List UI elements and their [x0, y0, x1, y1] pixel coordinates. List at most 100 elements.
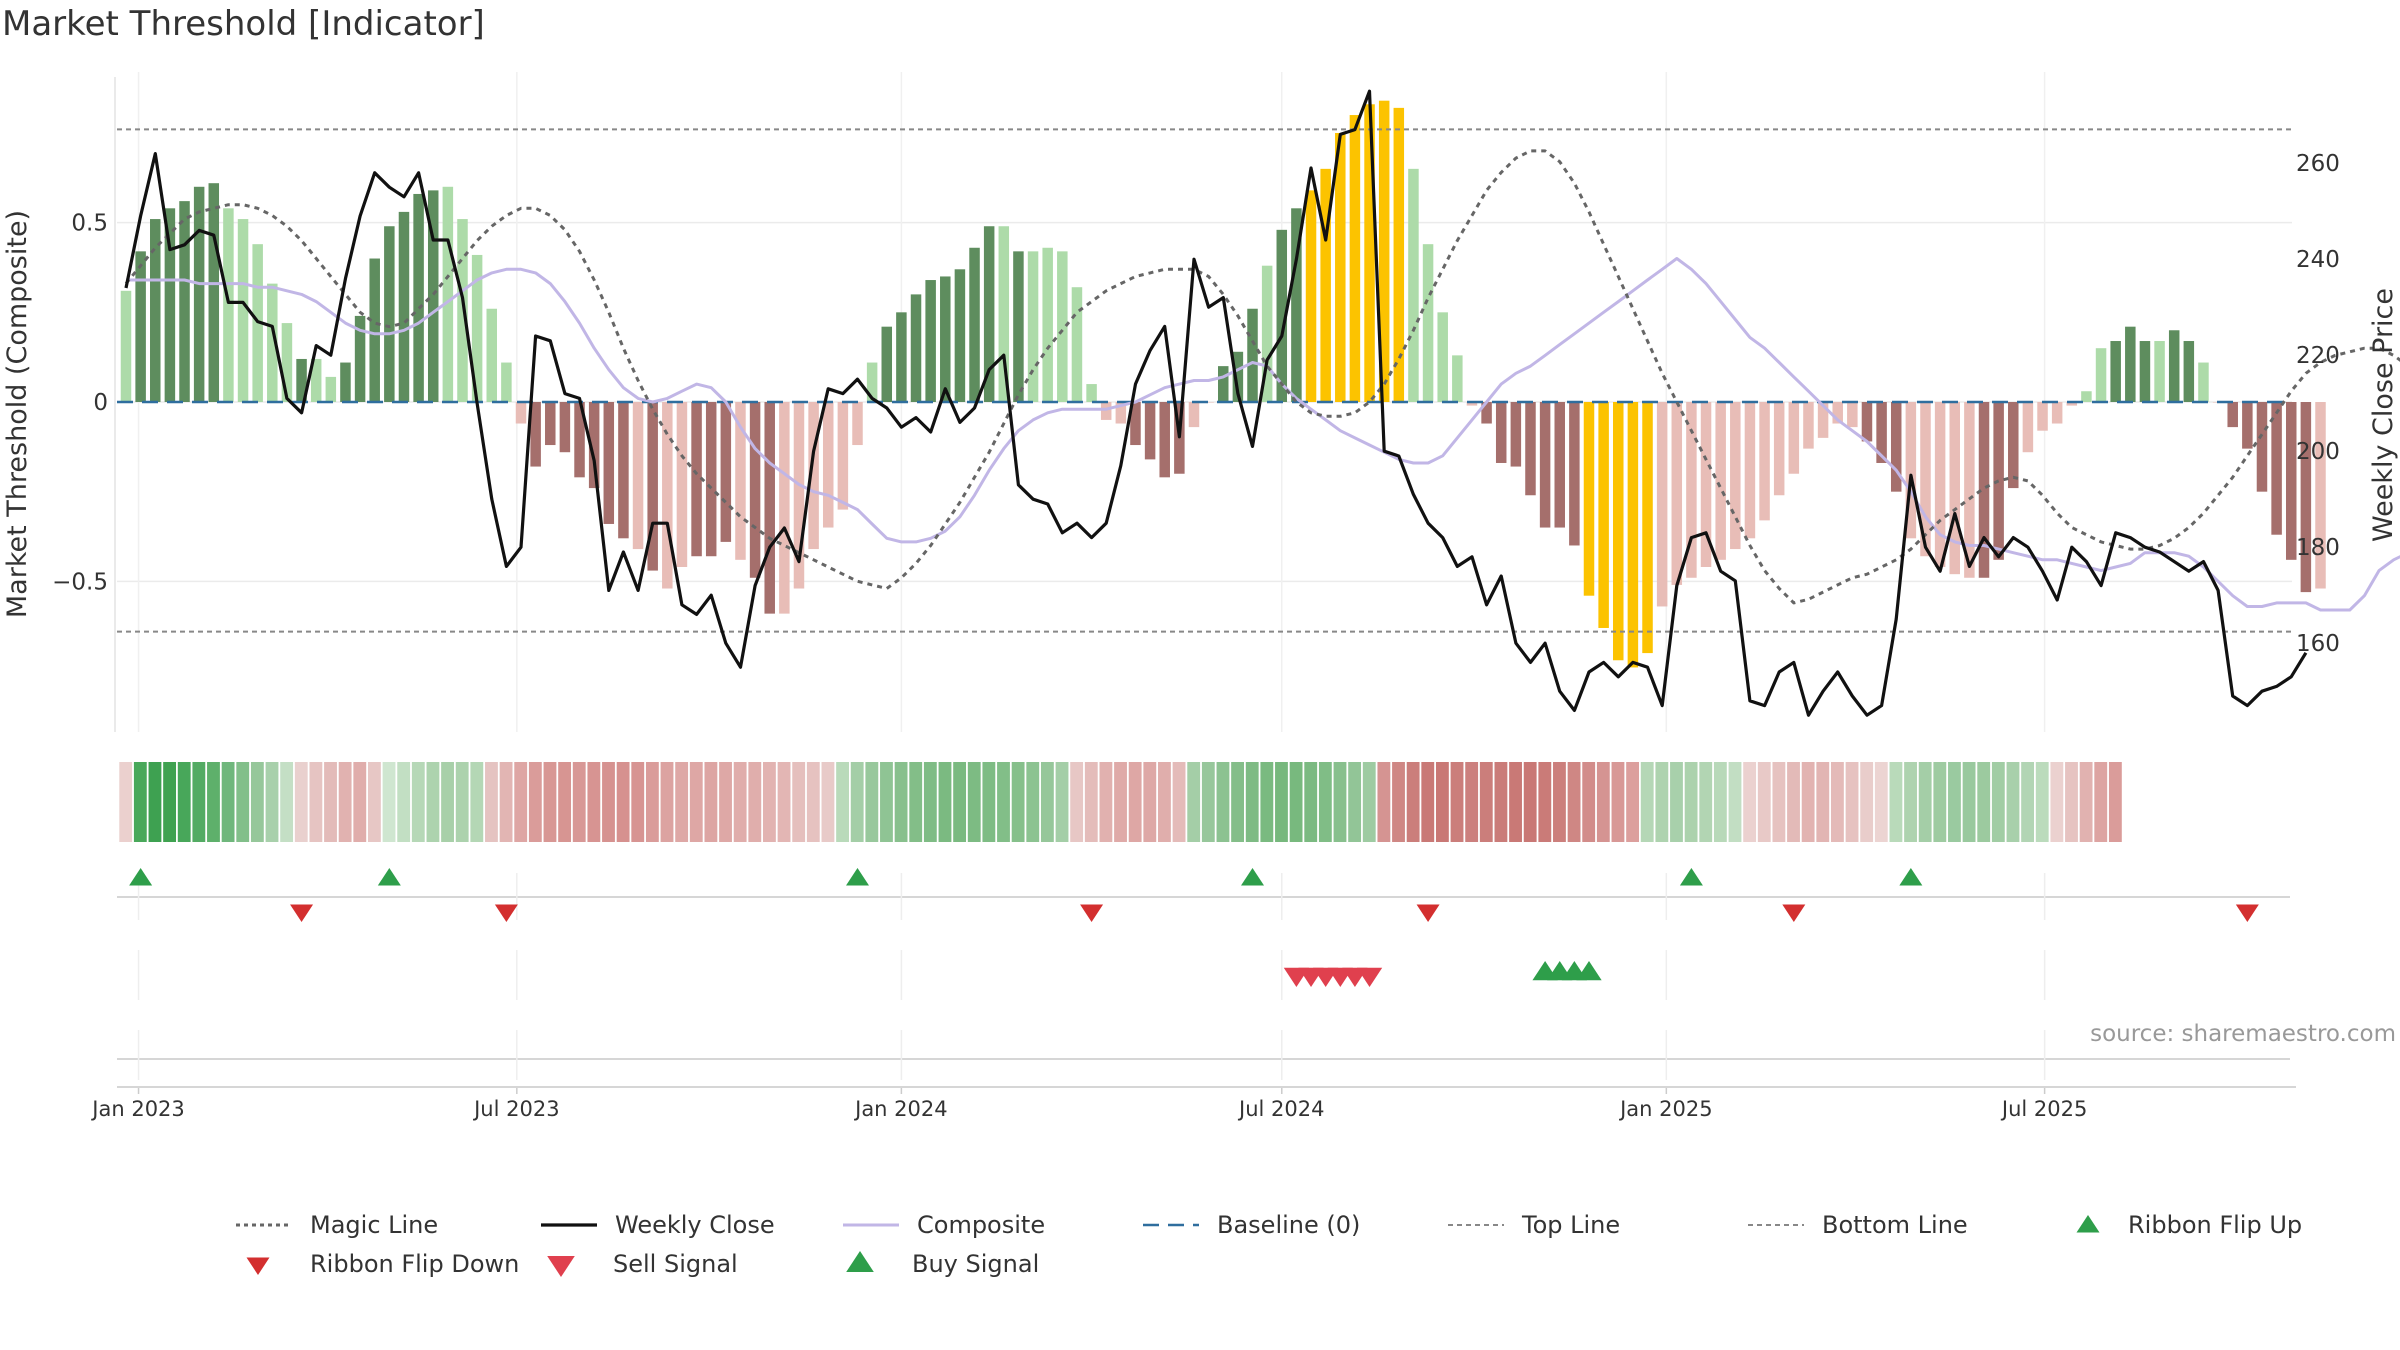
composite-bar — [1218, 366, 1229, 402]
chart-title: Market Threshold [Indicator] — [2, 4, 485, 44]
composite-bar — [998, 226, 1010, 402]
ribbon-cell — [1070, 762, 1084, 842]
composite-bar — [2183, 341, 2195, 402]
composite-bar — [1525, 402, 1536, 496]
composite-bar — [1422, 244, 1434, 402]
ribbon-flip-down-marker — [1080, 904, 1104, 922]
ribbon-cell — [982, 762, 996, 842]
ribbon-cell — [250, 762, 264, 842]
sell-signal-marker — [1356, 967, 1383, 987]
left-tick-label: 0 — [93, 390, 108, 416]
ribbon-cell — [1816, 762, 1830, 842]
ribbon-cell — [1523, 762, 1537, 842]
composite-bar — [545, 402, 556, 446]
composite-bar — [1686, 402, 1697, 578]
composite-bar — [779, 402, 790, 614]
composite-bar — [618, 402, 629, 539]
composite-bar — [2095, 348, 2107, 402]
composite-bar — [896, 312, 907, 402]
legend-item-buy: Buy Signal — [846, 1250, 1039, 1278]
composite-bar — [603, 402, 615, 524]
right-tick-label: 220 — [2296, 343, 2340, 369]
composite-bar — [398, 211, 410, 402]
composite-bar — [925, 280, 936, 402]
ribbon-cell — [1465, 762, 1479, 842]
ribbon-cell — [441, 762, 454, 842]
ribbon-cell — [1538, 762, 1552, 842]
composite-bar — [2256, 402, 2268, 492]
composite-bar — [1232, 351, 1244, 402]
legend-item-top: Top Line — [1448, 1211, 1620, 1239]
ribbon-cell — [1772, 762, 1786, 842]
composite-bar — [1803, 402, 1814, 449]
composite-bar — [1949, 402, 1960, 575]
ribbon-cell — [967, 762, 981, 842]
ribbon-cell — [1260, 762, 1274, 842]
composite-bar — [1569, 402, 1580, 546]
legend-swatch-flip-up — [2076, 1215, 2100, 1233]
legend-item-sell: Sell Signal — [547, 1250, 738, 1278]
ribbon-cell — [1084, 762, 1098, 842]
ribbon-cell — [1948, 762, 1961, 842]
ribbon-cell — [1245, 762, 1259, 842]
right-tick-label: 200 — [2296, 439, 2340, 465]
composite-bar — [208, 183, 220, 402]
composite-bar — [1291, 208, 1302, 402]
composite-bar — [267, 283, 278, 402]
composite-bar — [647, 402, 658, 571]
ribbon-strip — [119, 762, 2122, 842]
right-tick-label: 260 — [2296, 151, 2340, 177]
composite-bar — [471, 254, 483, 402]
ribbon-cell — [1977, 762, 1991, 842]
legend-item-flip_up: Ribbon Flip Up — [2076, 1211, 2302, 1239]
composite-bar — [2139, 341, 2151, 402]
composite-bar — [1671, 402, 1683, 585]
ribbon-cell — [485, 762, 498, 842]
ribbon-flip-up-marker — [1899, 868, 1923, 886]
composite-bar — [135, 251, 146, 402]
ribbon-cell — [514, 762, 528, 842]
composite-bar — [1144, 402, 1156, 460]
ribbon-cell — [806, 762, 820, 842]
legend-label: Composite — [917, 1211, 1045, 1239]
ribbon-cell — [1757, 762, 1771, 842]
ribbon-cell — [1713, 762, 1727, 842]
ribbon-cell — [1114, 762, 1127, 842]
ribbon-cell — [1158, 762, 1171, 842]
ribbon-cell — [1991, 762, 2005, 842]
ribbon-cell — [397, 762, 411, 842]
x-tick-label: Jul 2024 — [1237, 1097, 1324, 1121]
axes-layer: 0.5 0 −0.5 260 240 220 200 180 160 Market Thresho… — [2, 77, 2399, 1121]
legend-swatch-sell — [547, 1256, 575, 1277]
ribbon-flip-up-marker — [377, 868, 401, 886]
ribbon-cell — [499, 762, 513, 842]
ribbon-cell — [1743, 762, 1757, 842]
ribbon-cell — [353, 762, 367, 842]
composite-bar — [691, 402, 702, 557]
ribbon-cell — [1055, 762, 1069, 842]
ribbon-cell — [382, 762, 396, 842]
ribbon-flip-up-marker — [846, 868, 869, 886]
ribbon-cell — [587, 762, 601, 842]
composite-bar — [1437, 312, 1448, 402]
composite-bar — [954, 269, 966, 402]
ribbon-cell — [923, 762, 937, 842]
composite-bar — [1788, 402, 1800, 474]
composite-bar — [2154, 341, 2165, 402]
composite-bar — [427, 190, 439, 402]
ribbon-cell — [294, 762, 308, 842]
ribbon-cell — [777, 762, 791, 842]
ribbon-cell — [119, 762, 133, 842]
legend-item-baseline: Baseline (0) — [1143, 1211, 1360, 1239]
ribbon-cell — [177, 762, 191, 842]
legend-label: Baseline (0) — [1217, 1211, 1360, 1239]
x-tick-label: Jan 2024 — [853, 1097, 948, 1121]
ribbon-cell — [616, 762, 630, 842]
composite-bar — [2125, 326, 2136, 402]
ribbon-cell — [1348, 762, 1362, 842]
composite-bar — [384, 226, 395, 402]
composite-bar — [1539, 402, 1551, 528]
legend-label: Ribbon Flip Down — [310, 1250, 519, 1278]
legend-label: Bottom Line — [1822, 1211, 1968, 1239]
ribbon-cell — [748, 762, 762, 842]
